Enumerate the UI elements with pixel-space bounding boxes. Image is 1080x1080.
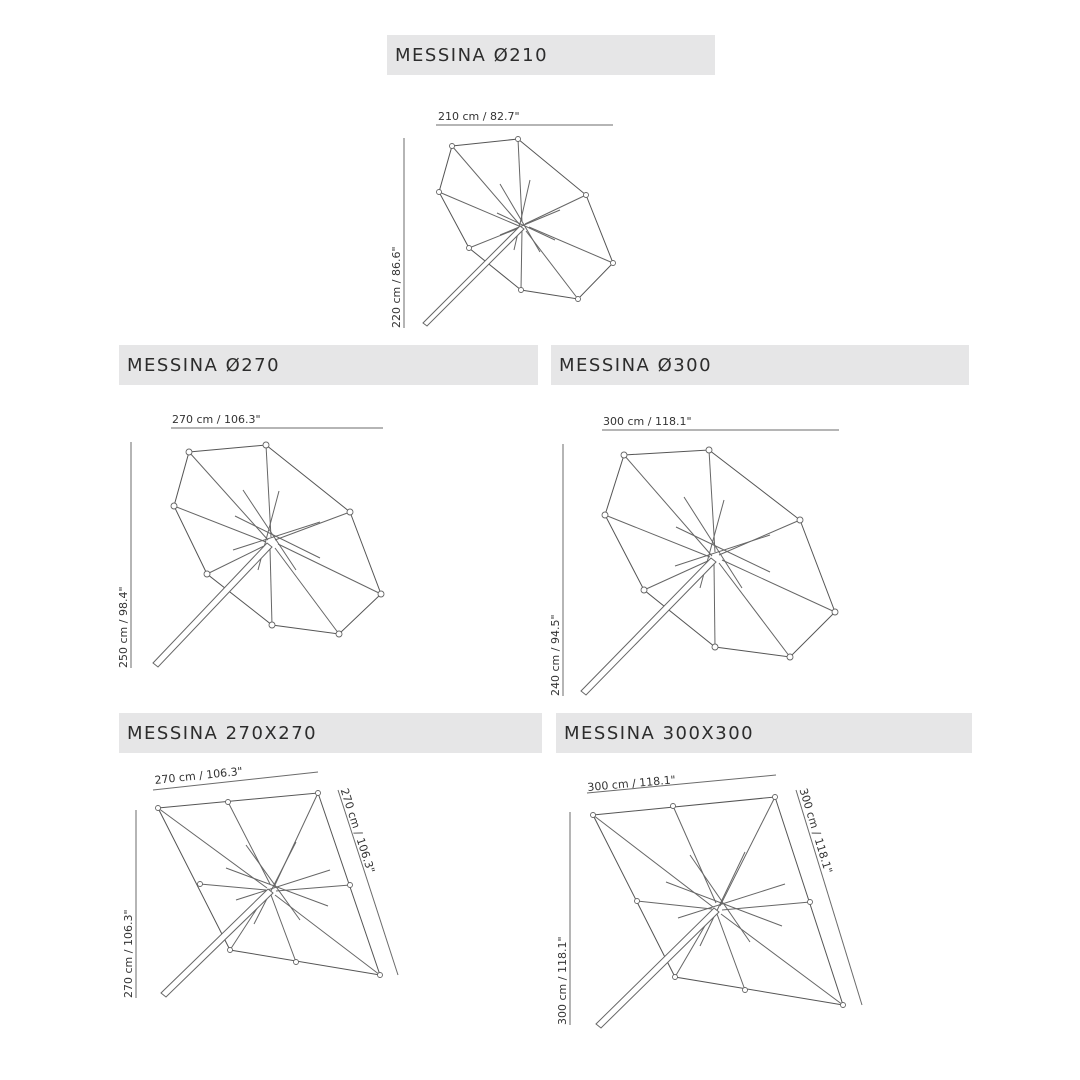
canopy-210	[438, 138, 614, 300]
title-bar-messina-210: MESSINA Ø210	[387, 35, 715, 75]
umbrella-diagram-270	[130, 427, 385, 668]
pole-270	[152, 542, 273, 668]
title-messina-210: MESSINA Ø210	[395, 44, 549, 66]
ribs-270	[173, 444, 382, 635]
ribs-300	[604, 449, 836, 658]
umbrella-diagram-300	[562, 429, 839, 696]
title-bar-messina-270: MESSINA Ø270	[119, 345, 538, 385]
title-bar-messina-300x300: MESSINA 300X300	[556, 713, 972, 753]
width-label-210: 210 cm / 82.7"	[438, 110, 520, 123]
height-label-210: 220 cm / 86.6"	[390, 246, 403, 328]
rib-tips-300x300	[590, 794, 846, 1008]
rib-tips-270x270	[155, 790, 383, 978]
width-rule-300x300	[586, 774, 777, 794]
title-messina-270x270: MESSINA 270X270	[127, 722, 318, 744]
title-messina-300: MESSINA Ø300	[559, 354, 713, 376]
pole-270x270	[160, 888, 274, 998]
rib-tips-270	[170, 441, 385, 638]
umbrella-diagram-270x270	[135, 771, 399, 998]
ribs-210	[438, 138, 614, 300]
title-bar-messina-270x270: MESSINA 270X270	[119, 713, 542, 753]
height-label-270x270: 270 cm / 106.3"	[122, 909, 135, 998]
width-label-300: 300 cm / 118.1"	[603, 415, 692, 428]
umbrella-diagram-300x300	[569, 774, 863, 1029]
width-rule-270x270	[152, 771, 319, 791]
pole-300x300	[595, 907, 720, 1029]
width-label-270: 270 cm / 106.3"	[172, 413, 261, 426]
title-bar-messina-300: MESSINA Ø300	[551, 345, 969, 385]
canopy-300x300	[592, 796, 844, 1006]
title-messina-300x300: MESSINA 300X300	[564, 722, 755, 744]
ribs-300x300	[592, 796, 844, 1006]
rib-tips-300	[601, 446, 839, 661]
rib-tips-210	[436, 136, 616, 302]
pole-210	[422, 225, 525, 327]
height-label-270: 250 cm / 98.4"	[117, 586, 130, 668]
title-messina-270: MESSINA Ø270	[127, 354, 281, 376]
ribs-270x270	[157, 792, 381, 976]
side-rule-300x300	[795, 789, 863, 1006]
pole-300	[580, 557, 717, 696]
side-rule-270x270	[337, 789, 399, 976]
height-label-300: 240 cm / 94.5"	[549, 614, 562, 696]
umbrella-diagram-210	[403, 124, 616, 328]
height-label-300x300: 300 cm / 118.1"	[556, 936, 569, 1025]
